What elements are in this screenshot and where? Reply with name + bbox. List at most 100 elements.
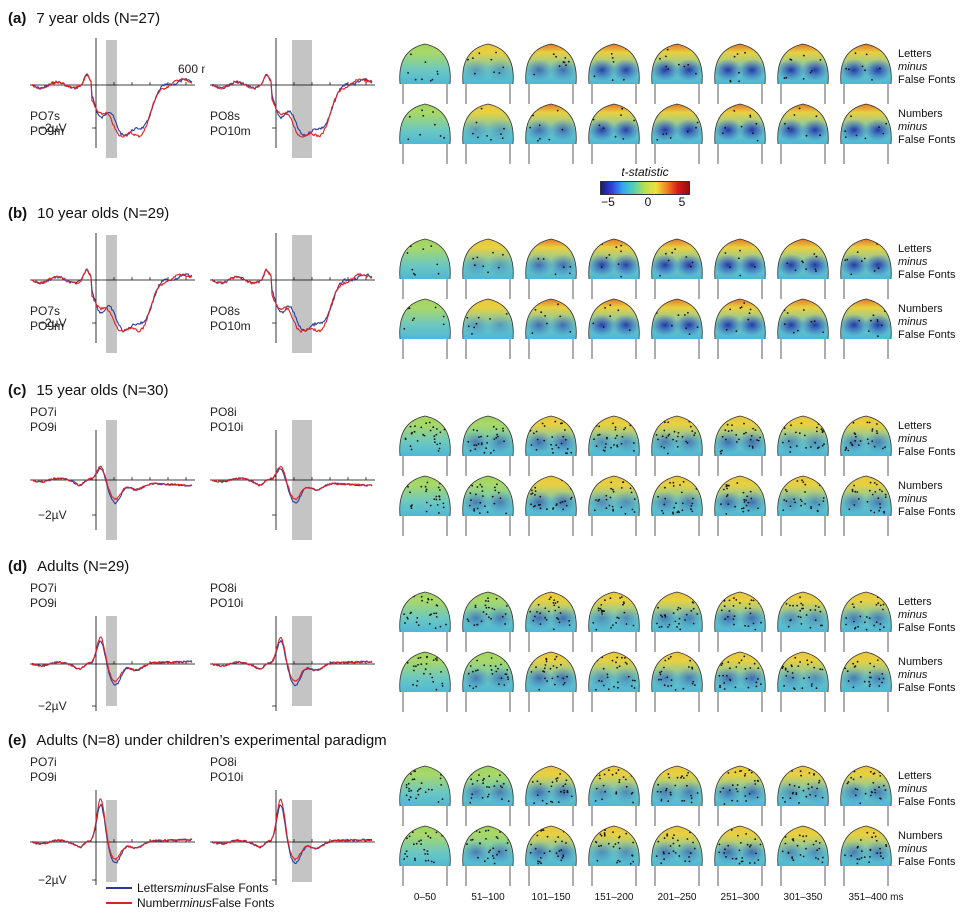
panel-label: (c) [8, 382, 27, 399]
legend-letters-swatch [106, 886, 132, 889]
topo-map [777, 765, 829, 826]
topo-map [525, 651, 577, 712]
channel-label: PO8i [210, 755, 237, 769]
numbers-waveform [31, 73, 193, 139]
time-window-label: 0–50 [413, 892, 437, 903]
row-label-letters: Letters minus False Fonts [898, 770, 955, 809]
channel-label: PO9i [30, 596, 57, 610]
topo-map [399, 298, 451, 359]
topo-map [777, 651, 829, 712]
topo-map [525, 298, 577, 359]
row-label-line: Letters [898, 48, 932, 60]
panel-heading: 10 year olds (N=29) [37, 205, 170, 222]
topo-map [588, 238, 640, 299]
topo-map [651, 238, 703, 299]
topo-map [525, 43, 577, 104]
row-label-line: False Fonts [898, 269, 956, 281]
topo-map [399, 765, 451, 826]
topo-map [651, 651, 703, 712]
row-label-letters: Letters minus False Fonts [898, 420, 955, 459]
topo-map [840, 591, 892, 652]
topo-map [399, 238, 451, 299]
topo-map [840, 43, 892, 104]
ylabel: −2µV [38, 508, 67, 522]
topo-map [651, 591, 703, 652]
topo-map [651, 475, 703, 536]
topo-map [462, 765, 514, 826]
analysis-window [292, 800, 312, 882]
topo-map [777, 298, 829, 359]
colorbar-tick: 5 [678, 195, 686, 209]
row-label-line: Letters [898, 420, 932, 432]
legend-letters: Letters minus False Fonts [106, 880, 274, 895]
analysis-window [106, 40, 117, 158]
time-window-label: 101–150 [531, 892, 571, 903]
topo-map [840, 298, 892, 359]
colorbar-ticks: −5 0 5 [590, 195, 700, 209]
row-label-line: False Fonts [898, 74, 956, 86]
row-label-numbers: Numbers minus False Fonts [898, 656, 955, 695]
channel-label: PO8i [210, 581, 237, 595]
topo-map [651, 825, 703, 886]
time-window-label: 151–200 [594, 892, 634, 903]
topo-map [525, 103, 577, 164]
colorbar: t-statistic −5 0 5 [585, 165, 705, 209]
numbers-waveform [31, 636, 193, 683]
topo-map [462, 238, 514, 299]
ylabel: −2µV [38, 873, 67, 887]
analysis-window [292, 40, 312, 158]
topo-map [714, 825, 766, 886]
legend-numbers-c: False Fonts [211, 895, 275, 910]
colorbar-gradient [600, 181, 690, 195]
channel-label: PO8i [210, 405, 237, 419]
legend-numbers-b: minus [179, 895, 212, 910]
topo-map [399, 825, 451, 886]
legend-letters-b: minus [173, 880, 206, 895]
time-window-label: 251–300 [720, 892, 760, 903]
numbers-waveform [211, 636, 373, 682]
topo-map [588, 43, 640, 104]
panel-title: (a) 7 year olds (N=27) [8, 10, 160, 27]
row-label-line: minus [898, 121, 928, 133]
analysis-window [292, 235, 312, 353]
topo-map [588, 651, 640, 712]
time-window-label: 351–400 ms [848, 892, 904, 903]
row-label-line: minus [898, 493, 928, 505]
row-label-line: False Fonts [898, 329, 956, 341]
ylabel: −2µV [38, 121, 67, 135]
legend-letters-a: Letters [137, 880, 174, 895]
topo-map [588, 765, 640, 826]
topo-map [399, 475, 451, 536]
panel-label: (e) [8, 732, 27, 749]
colorbar-title: t-statistic [621, 165, 669, 179]
topo-map [714, 238, 766, 299]
row-label-line: minus [898, 316, 928, 328]
row-label-line: Letters [898, 770, 932, 782]
topo-map [714, 103, 766, 164]
topo-map [714, 415, 766, 476]
row-label-line: Numbers [898, 830, 943, 842]
topo-map [399, 651, 451, 712]
numbers-waveform [32, 465, 193, 501]
topo-map [840, 651, 892, 712]
letters-waveform [211, 73, 373, 138]
topo-map [399, 591, 451, 652]
legend-numbers: Number minus False Fonts [106, 895, 274, 910]
row-label-line: False Fonts [898, 622, 956, 634]
topo-map [462, 825, 514, 886]
colorbar-tick: 0 [644, 195, 652, 209]
topo-map [714, 43, 766, 104]
time-scale-label: 600 ms [178, 62, 205, 76]
channel-label: PO10i [210, 770, 243, 784]
row-label-line: False Fonts [898, 856, 956, 868]
time-window-label: 301–350 [783, 892, 823, 903]
channel-label: PO9m [30, 319, 64, 333]
topo-map [777, 103, 829, 164]
topo-map [651, 415, 703, 476]
topo-map [462, 43, 514, 104]
topo-map [840, 765, 892, 826]
numbers-waveform [31, 798, 193, 861]
